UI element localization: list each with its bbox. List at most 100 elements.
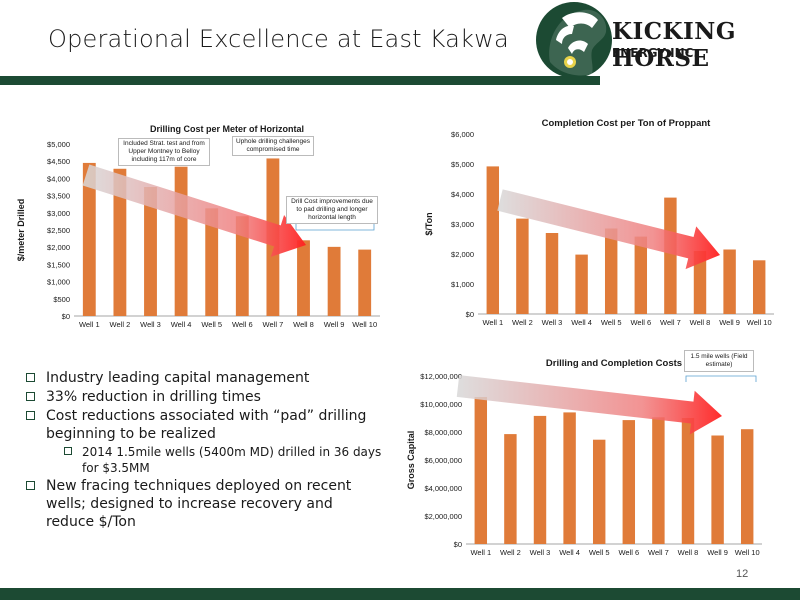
y-tick-label: $6,000 — [451, 130, 474, 139]
x-tick-label: Well 1 — [482, 318, 503, 327]
bar — [516, 218, 529, 314]
x-tick-label: Well 9 — [719, 318, 740, 327]
trend-arrow-icon — [456, 375, 722, 435]
y-tick-label: $1,000 — [47, 278, 70, 287]
x-tick-label: Well 7 — [263, 320, 284, 329]
bar — [113, 168, 127, 316]
bullet-box-icon — [26, 392, 35, 401]
bullet-box-icon — [26, 481, 35, 490]
bar — [681, 418, 695, 544]
bullet-item: New fracing techniques deployed on recen… — [24, 477, 384, 531]
y-tick-label: $4,000 — [47, 174, 70, 183]
y-tick-label: $4,500 — [47, 157, 70, 166]
logo-name: KICKING HORSE — [612, 18, 736, 72]
y-tick-label: $3,000 — [47, 209, 70, 218]
bar — [752, 260, 766, 314]
y-axis-label: Gross Capital — [406, 431, 416, 490]
x-tick-label: Well 3 — [530, 548, 551, 557]
y-tick-label: $2,000 — [47, 243, 70, 252]
bullet-box-icon — [26, 373, 35, 382]
kicking-horse-logo-icon — [536, 2, 612, 78]
bar — [545, 233, 559, 314]
bar — [82, 162, 96, 316]
bar — [723, 249, 736, 314]
y-tick-label: $10,000,000 — [420, 400, 462, 409]
x-tick-label: Well 7 — [648, 548, 669, 557]
bar — [504, 434, 517, 544]
x-tick-label: Well 10 — [352, 320, 377, 329]
bar — [634, 236, 648, 314]
x-tick-label: Well 6 — [630, 318, 651, 327]
bar — [174, 166, 188, 316]
x-tick-label: Well 7 — [660, 318, 681, 327]
trend-arrow-icon — [82, 164, 306, 257]
y-tick-label: $8,000,000 — [424, 428, 462, 437]
bar — [144, 187, 157, 316]
x-tick-label: Well 4 — [559, 548, 580, 557]
bar — [604, 228, 618, 314]
x-tick-label: Well 6 — [232, 320, 253, 329]
x-tick-label: Well 4 — [571, 318, 592, 327]
y-tick-label: $2,500 — [47, 226, 70, 235]
x-tick-label: Well 8 — [293, 320, 314, 329]
x-tick-label: Well 2 — [110, 320, 131, 329]
annotation-uphole: Uphole drilling challenges compromised t… — [232, 136, 314, 156]
bar — [652, 417, 665, 544]
logo-subname: ENERGY INC. — [612, 46, 699, 60]
y-axis-label: $/Ton — [424, 212, 434, 235]
bar — [711, 435, 724, 544]
y-tick-label: $4,000,000 — [424, 484, 462, 493]
y-tick-label: $4,000 — [451, 190, 474, 199]
x-tick-label: Well 5 — [601, 318, 622, 327]
x-tick-label: Well 3 — [542, 318, 563, 327]
y-tick-label: $0 — [454, 540, 462, 549]
bar — [486, 166, 500, 314]
annotation-pad-drilling: Drill Cost improvements due to pad drill… — [286, 196, 378, 224]
chart-title: Completion Cost per Ton of Proppant — [542, 118, 712, 129]
bar — [205, 208, 219, 316]
x-tick-label: Well 9 — [707, 548, 728, 557]
x-tick-label: Well 6 — [618, 548, 639, 557]
y-tick-label: $2,000,000 — [424, 512, 462, 521]
bullet-item: Cost reductions associated with “pad” dr… — [24, 407, 384, 443]
bar — [664, 197, 677, 314]
bar — [474, 397, 488, 544]
page-number: 12 — [736, 568, 749, 580]
drilling-cost-chart: Drilling Cost per Meter of Horizontal $/m… — [16, 124, 380, 329]
annotation-bracket — [295, 224, 375, 231]
chart-title: Drilling Cost per Meter of Horizontal — [150, 124, 304, 134]
x-tick-label: Well 2 — [512, 318, 533, 327]
x-tick-label: Well 1 — [79, 320, 100, 329]
header-rule — [0, 76, 600, 85]
x-tick-label: Well 8 — [690, 318, 711, 327]
x-tick-label: Well 5 — [589, 548, 610, 557]
y-tick-label: $6,000,000 — [424, 456, 462, 465]
x-tick-label: Well 2 — [500, 548, 521, 557]
x-tick-label: Well 8 — [678, 548, 699, 557]
bar — [327, 246, 341, 316]
sub-bullet-item: 2014 1.5mile wells (5400m MD) drilled in… — [24, 444, 384, 476]
y-axis-label: $/meter Drilled — [16, 199, 26, 262]
x-tick-label: Well 10 — [747, 318, 772, 327]
x-tick-label: Well 4 — [171, 320, 192, 329]
drilling-completion-costs-chart: Drilling and Completion Costs Gross Capit… — [406, 350, 762, 557]
annotation-strat-test: Included Strat. test and from Upper Mont… — [118, 138, 210, 166]
bullet-box-icon — [26, 411, 35, 420]
bar — [693, 251, 707, 314]
y-tick-label: $1,000 — [451, 280, 474, 289]
bar — [235, 216, 249, 316]
bullet-list: Industry leading capital management 33% … — [24, 369, 384, 532]
y-tick-label: $0 — [62, 312, 70, 321]
y-tick-label: $2,000 — [451, 250, 474, 259]
x-tick-label: Well 10 — [735, 548, 760, 557]
bar — [592, 439, 606, 544]
bar — [533, 415, 547, 544]
y-tick-label: $5,000 — [47, 140, 70, 149]
x-tick-label: Well 1 — [470, 548, 491, 557]
y-tick-label: $0 — [466, 310, 474, 319]
y-tick-label: $3,500 — [47, 192, 70, 201]
bar — [563, 412, 576, 544]
slide-title: Operational Excellence at East Kakwa — [48, 25, 509, 53]
x-tick-label: Well 5 — [201, 320, 222, 329]
y-tick-label: $12,000,000 — [420, 372, 462, 381]
